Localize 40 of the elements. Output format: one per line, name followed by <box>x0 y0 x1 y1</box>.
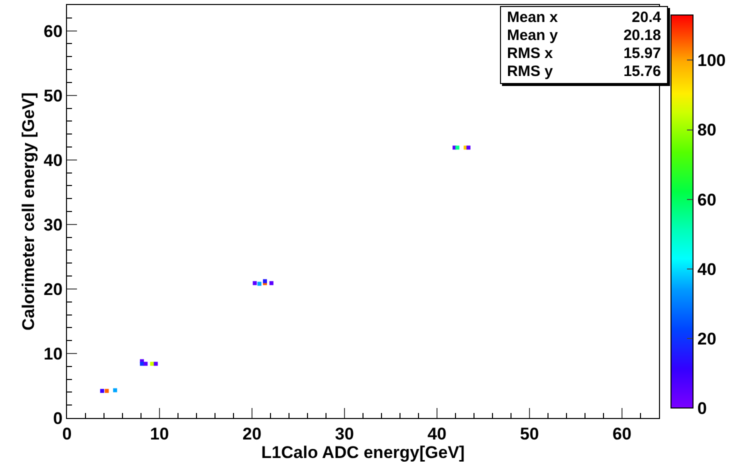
y-axis-title: Calorimeter cell energy [GeV] <box>19 92 38 331</box>
point <box>144 362 148 366</box>
point <box>104 388 109 393</box>
annotation: Mean y <box>507 27 558 45</box>
annotation: 20.18 <box>623 27 661 45</box>
annotation: 20.4 <box>632 9 661 27</box>
x-tick-label: 10 <box>150 424 169 444</box>
point <box>113 388 118 392</box>
color-bar-label: 0 <box>697 398 707 418</box>
x-tick-label: 40 <box>428 424 446 444</box>
y-tick-label: 10 <box>44 344 63 364</box>
color-bar-label: 20 <box>697 329 716 348</box>
color-bar-label: 80 <box>697 120 716 140</box>
y-tick-label: 0 <box>53 408 63 428</box>
point <box>455 146 460 150</box>
x-tick-label: 60 <box>612 424 632 444</box>
x-tick-label: 30 <box>335 424 354 444</box>
annotation: RMS x <box>507 45 553 63</box>
x-tick-label: 50 <box>520 424 539 444</box>
y-tick-label: 30 <box>44 215 63 234</box>
point <box>252 281 257 286</box>
y-tick-label: 20 <box>44 280 63 299</box>
color-bar-label: 100 <box>697 51 726 70</box>
y-tick-label: 40 <box>44 150 63 170</box>
point <box>154 362 158 366</box>
y-tick-label: 60 <box>44 22 63 41</box>
annotation: RMS y <box>507 63 553 81</box>
annotation: Mean x <box>507 9 558 27</box>
point <box>257 282 262 286</box>
point <box>466 146 470 150</box>
annotation: 15.97 <box>623 45 661 63</box>
point <box>100 388 104 393</box>
x-axis-title: L1Calo ADC energy[GeV] <box>261 443 465 462</box>
color-bar-label: 40 <box>697 260 716 279</box>
x-tick-label: 20 <box>242 424 262 444</box>
annotation: 15.76 <box>623 63 661 81</box>
point <box>269 281 274 286</box>
point <box>150 362 154 366</box>
color-bar-label: 60 <box>697 190 716 210</box>
y-tick-label: 50 <box>44 86 63 106</box>
